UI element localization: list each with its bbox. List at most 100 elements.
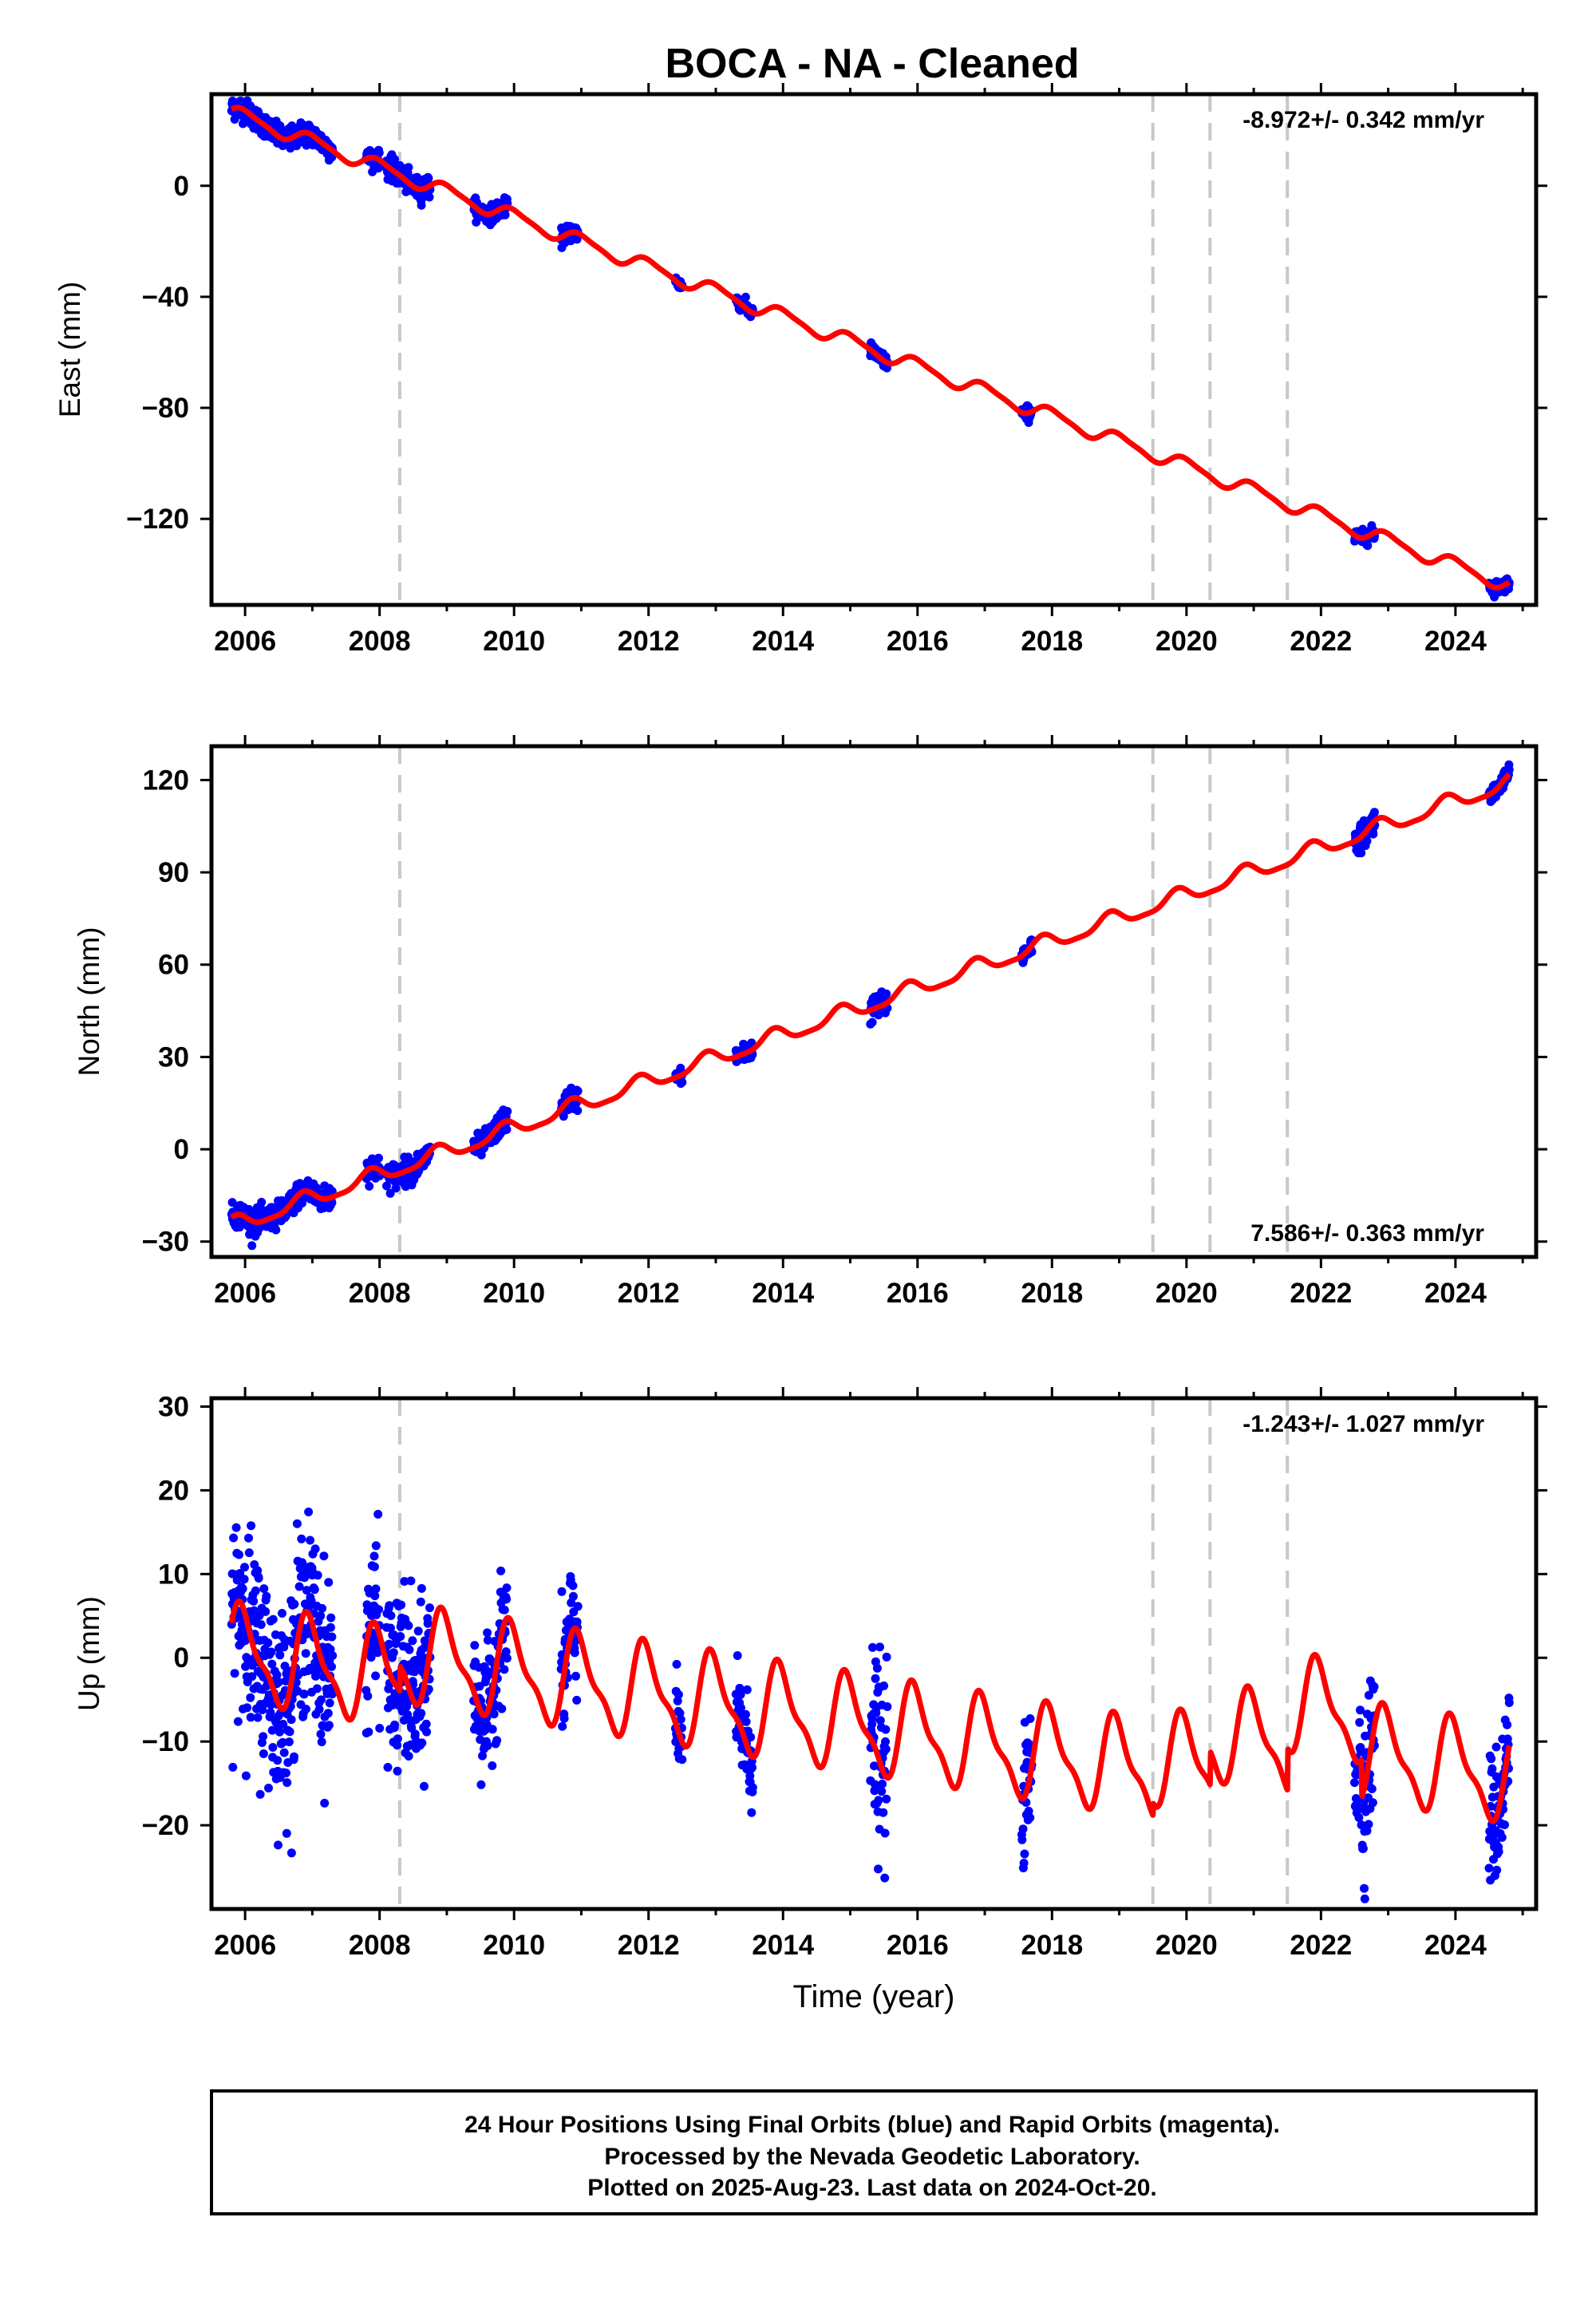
x-tick-label: 2012 [618, 1278, 680, 1309]
data-point [393, 1741, 402, 1750]
data-point [1504, 765, 1514, 774]
data-point [263, 1638, 273, 1647]
x-tick-label: 2010 [483, 1930, 545, 1961]
data-point [316, 1695, 326, 1705]
data-point [302, 1586, 311, 1595]
data-point [747, 1808, 757, 1817]
data-point [417, 1709, 426, 1718]
data-point [416, 1597, 425, 1607]
footer-line-2: Processed by the Nevada Geodetic Laborat… [604, 2144, 1140, 2170]
data-point [568, 1591, 578, 1601]
up-panel: 2006 2008 2010 2012 2014 2016 2018 2020 2022 2024… [73, 1387, 1547, 2014]
data-point [310, 1544, 320, 1554]
x-tick-label: 2020 [1156, 1930, 1218, 1961]
x-tick-label: 2010 [483, 626, 545, 657]
data-point [363, 1691, 373, 1701]
data-point [405, 1645, 414, 1654]
data-point [413, 1626, 423, 1636]
data-point [324, 1578, 334, 1587]
data-point [1494, 1847, 1503, 1856]
data-point [327, 1662, 336, 1671]
data-point [275, 1650, 285, 1660]
data-point [314, 1705, 324, 1714]
east-panel: 2006 2008 2010 2012 2014 2016 2018 2020 2022 2024… [53, 83, 1547, 657]
north-panel: 2006 2008 2010 2012 2014 2016 2018 2020 2022 2024… [73, 735, 1547, 1309]
data-point [1019, 1859, 1029, 1867]
x-tick-label: 2006 [214, 1930, 276, 1961]
data-point [878, 1779, 887, 1788]
data-point [572, 1695, 582, 1705]
data-point [1020, 1849, 1029, 1859]
data-point [370, 1591, 380, 1601]
data-point [365, 1181, 374, 1191]
data-point [255, 1789, 265, 1799]
data-point [294, 1582, 304, 1591]
data-point [488, 1761, 497, 1770]
data-point [1484, 1863, 1494, 1873]
data-point [258, 1705, 267, 1714]
data-point [323, 1709, 333, 1718]
data-point [257, 1197, 267, 1207]
data-point [678, 1077, 687, 1087]
data-point [871, 1674, 880, 1683]
data-point [1369, 808, 1379, 817]
data-point [396, 1632, 405, 1641]
data-point [502, 1583, 512, 1593]
data-point [254, 1574, 263, 1583]
data-point [1025, 1714, 1035, 1723]
data-point [573, 1086, 583, 1096]
data-point [1354, 1813, 1364, 1822]
x-tick-label: 2008 [349, 1278, 411, 1309]
data-point [748, 1783, 757, 1792]
data-point [867, 1018, 877, 1027]
data-point [1491, 1742, 1501, 1752]
data-point [259, 1584, 269, 1594]
data-point [282, 1828, 291, 1838]
data-point [290, 1599, 299, 1609]
data-point [476, 1780, 486, 1789]
data-point [271, 1225, 281, 1235]
data-point [279, 1748, 289, 1757]
data-point [674, 1690, 683, 1699]
data-point [1025, 1741, 1034, 1750]
data-point [501, 1647, 511, 1657]
data-point [316, 1729, 326, 1739]
data-point [874, 1796, 883, 1805]
data-point [239, 1575, 249, 1584]
x-tick-label: 2022 [1290, 1930, 1352, 1961]
data-point [316, 1611, 326, 1621]
data-point [879, 1681, 889, 1690]
plot-frame [209, 744, 1539, 1259]
data-point [877, 1787, 887, 1796]
x-tick-label: 2020 [1156, 626, 1218, 657]
data-point [881, 1725, 891, 1734]
data-point [1355, 1717, 1365, 1727]
data-point [382, 1181, 391, 1191]
data-point [326, 1613, 336, 1622]
data-point [374, 148, 384, 157]
y-tick-label: 30 [158, 1391, 189, 1422]
x-tick-label: 2024 [1424, 626, 1487, 657]
data-point [286, 1848, 296, 1858]
data-point [279, 1642, 289, 1652]
data-point [251, 1586, 260, 1595]
y-tick-label: −40 [142, 282, 189, 313]
data-point [736, 1690, 745, 1699]
data-point [748, 1763, 757, 1773]
data-point [1350, 1778, 1359, 1788]
data-point [261, 1607, 271, 1616]
data-point [285, 1727, 294, 1737]
data-point [318, 1603, 327, 1613]
data-point [244, 1533, 253, 1543]
data-point [273, 1756, 282, 1765]
rate-annotation: -1.243+/- 1.027 mm/yr [1242, 1411, 1484, 1437]
data-point [737, 1703, 745, 1713]
data-point [425, 192, 434, 202]
data-point [292, 1519, 302, 1528]
data-point [301, 1649, 310, 1658]
x-tick-label: 2010 [483, 1278, 545, 1309]
data-point [304, 1508, 314, 1516]
data-point [259, 1732, 268, 1741]
x-tick-label: 2008 [349, 626, 411, 657]
y-tick-label: 30 [158, 1041, 189, 1073]
